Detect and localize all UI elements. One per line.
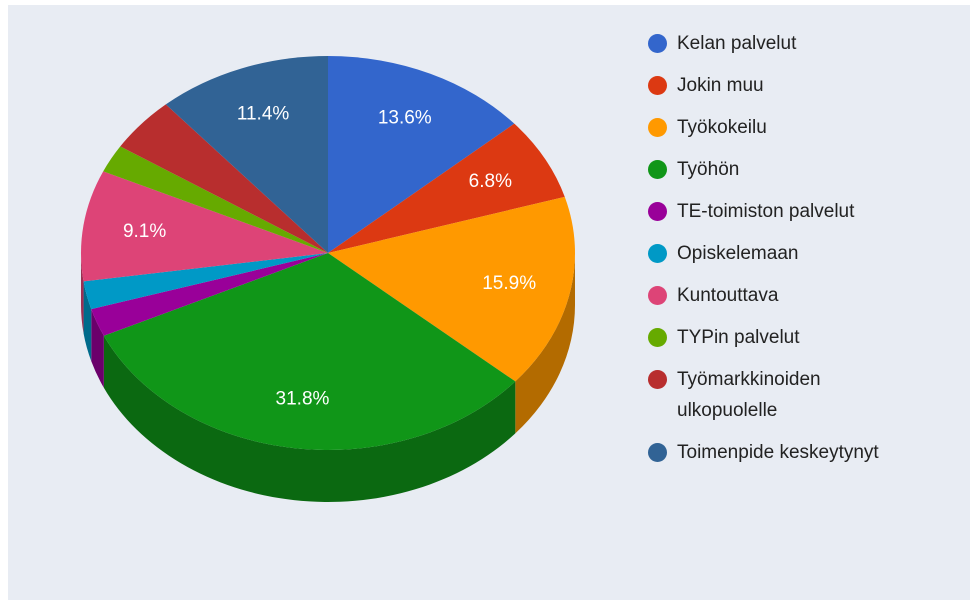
slice-side xyxy=(515,253,575,434)
slice xyxy=(83,253,328,310)
slice-label: 9.1% xyxy=(123,221,166,242)
legend-swatch xyxy=(648,34,667,53)
slice-label: 31.8% xyxy=(276,388,330,409)
legend-label: TYPin palvelut xyxy=(677,327,800,348)
legend-item: Työhön xyxy=(648,154,910,185)
legend-item: Kuntouttava xyxy=(648,280,910,311)
pie-sides xyxy=(81,253,575,502)
legend: Kelan palvelut Jokin muu Työkokeilu Työhön T… xyxy=(648,28,910,479)
legend-label: Työhön xyxy=(677,159,740,180)
legend-item: Työkokeilu xyxy=(648,112,910,143)
legend-swatch xyxy=(648,76,667,95)
slice-side xyxy=(103,335,516,502)
slice xyxy=(120,104,329,253)
legend-label: Kuntouttava xyxy=(677,285,779,306)
slice xyxy=(328,56,515,253)
legend-swatch xyxy=(648,202,667,221)
legend-swatch xyxy=(648,160,667,179)
legend-label: Jokin muu xyxy=(677,75,764,96)
legend-label: Opiskelemaan xyxy=(677,243,799,264)
slice-side xyxy=(83,281,92,362)
slice-side xyxy=(81,253,84,334)
legend-item: Jokin muu xyxy=(648,70,910,101)
slice xyxy=(328,196,575,382)
slice-label: 13.6% xyxy=(378,108,432,129)
legend-swatch xyxy=(648,244,667,263)
legend-label: TE-toimiston palvelut xyxy=(677,201,855,222)
legend-label: Työmarkkinoiden ulkopuolelle xyxy=(677,369,821,421)
legend-item: Työmarkkinoiden ulkopuolelle xyxy=(648,364,910,426)
legend-item: TYPin palvelut xyxy=(648,322,910,353)
slice xyxy=(81,171,328,282)
legend-swatch xyxy=(648,286,667,305)
legend-item: Toimenpide keskeytynyt xyxy=(648,437,910,468)
slice xyxy=(165,56,328,253)
legend-swatch xyxy=(648,328,667,347)
legend-item: Opiskelemaan xyxy=(648,238,910,269)
legend-swatch xyxy=(648,443,667,462)
pie-tops xyxy=(81,56,575,450)
legend-item: TE-toimiston palvelut xyxy=(648,196,910,227)
slice xyxy=(328,123,565,253)
slice xyxy=(103,253,516,450)
legend-label: Työkokeilu xyxy=(677,117,767,138)
slice xyxy=(91,253,328,336)
slice-label: 15.9% xyxy=(482,273,536,294)
legend-label: Toimenpide keskeytynyt xyxy=(677,442,879,463)
slice-label: 6.8% xyxy=(469,171,512,192)
legend-swatch xyxy=(648,370,667,389)
slice-side xyxy=(91,309,104,388)
legend-label: Kelan palvelut xyxy=(677,33,797,54)
legend-swatch xyxy=(648,118,667,137)
slice xyxy=(103,146,328,253)
slice-label: 11.4% xyxy=(237,104,290,125)
legend-item: Kelan palvelut xyxy=(648,28,910,59)
